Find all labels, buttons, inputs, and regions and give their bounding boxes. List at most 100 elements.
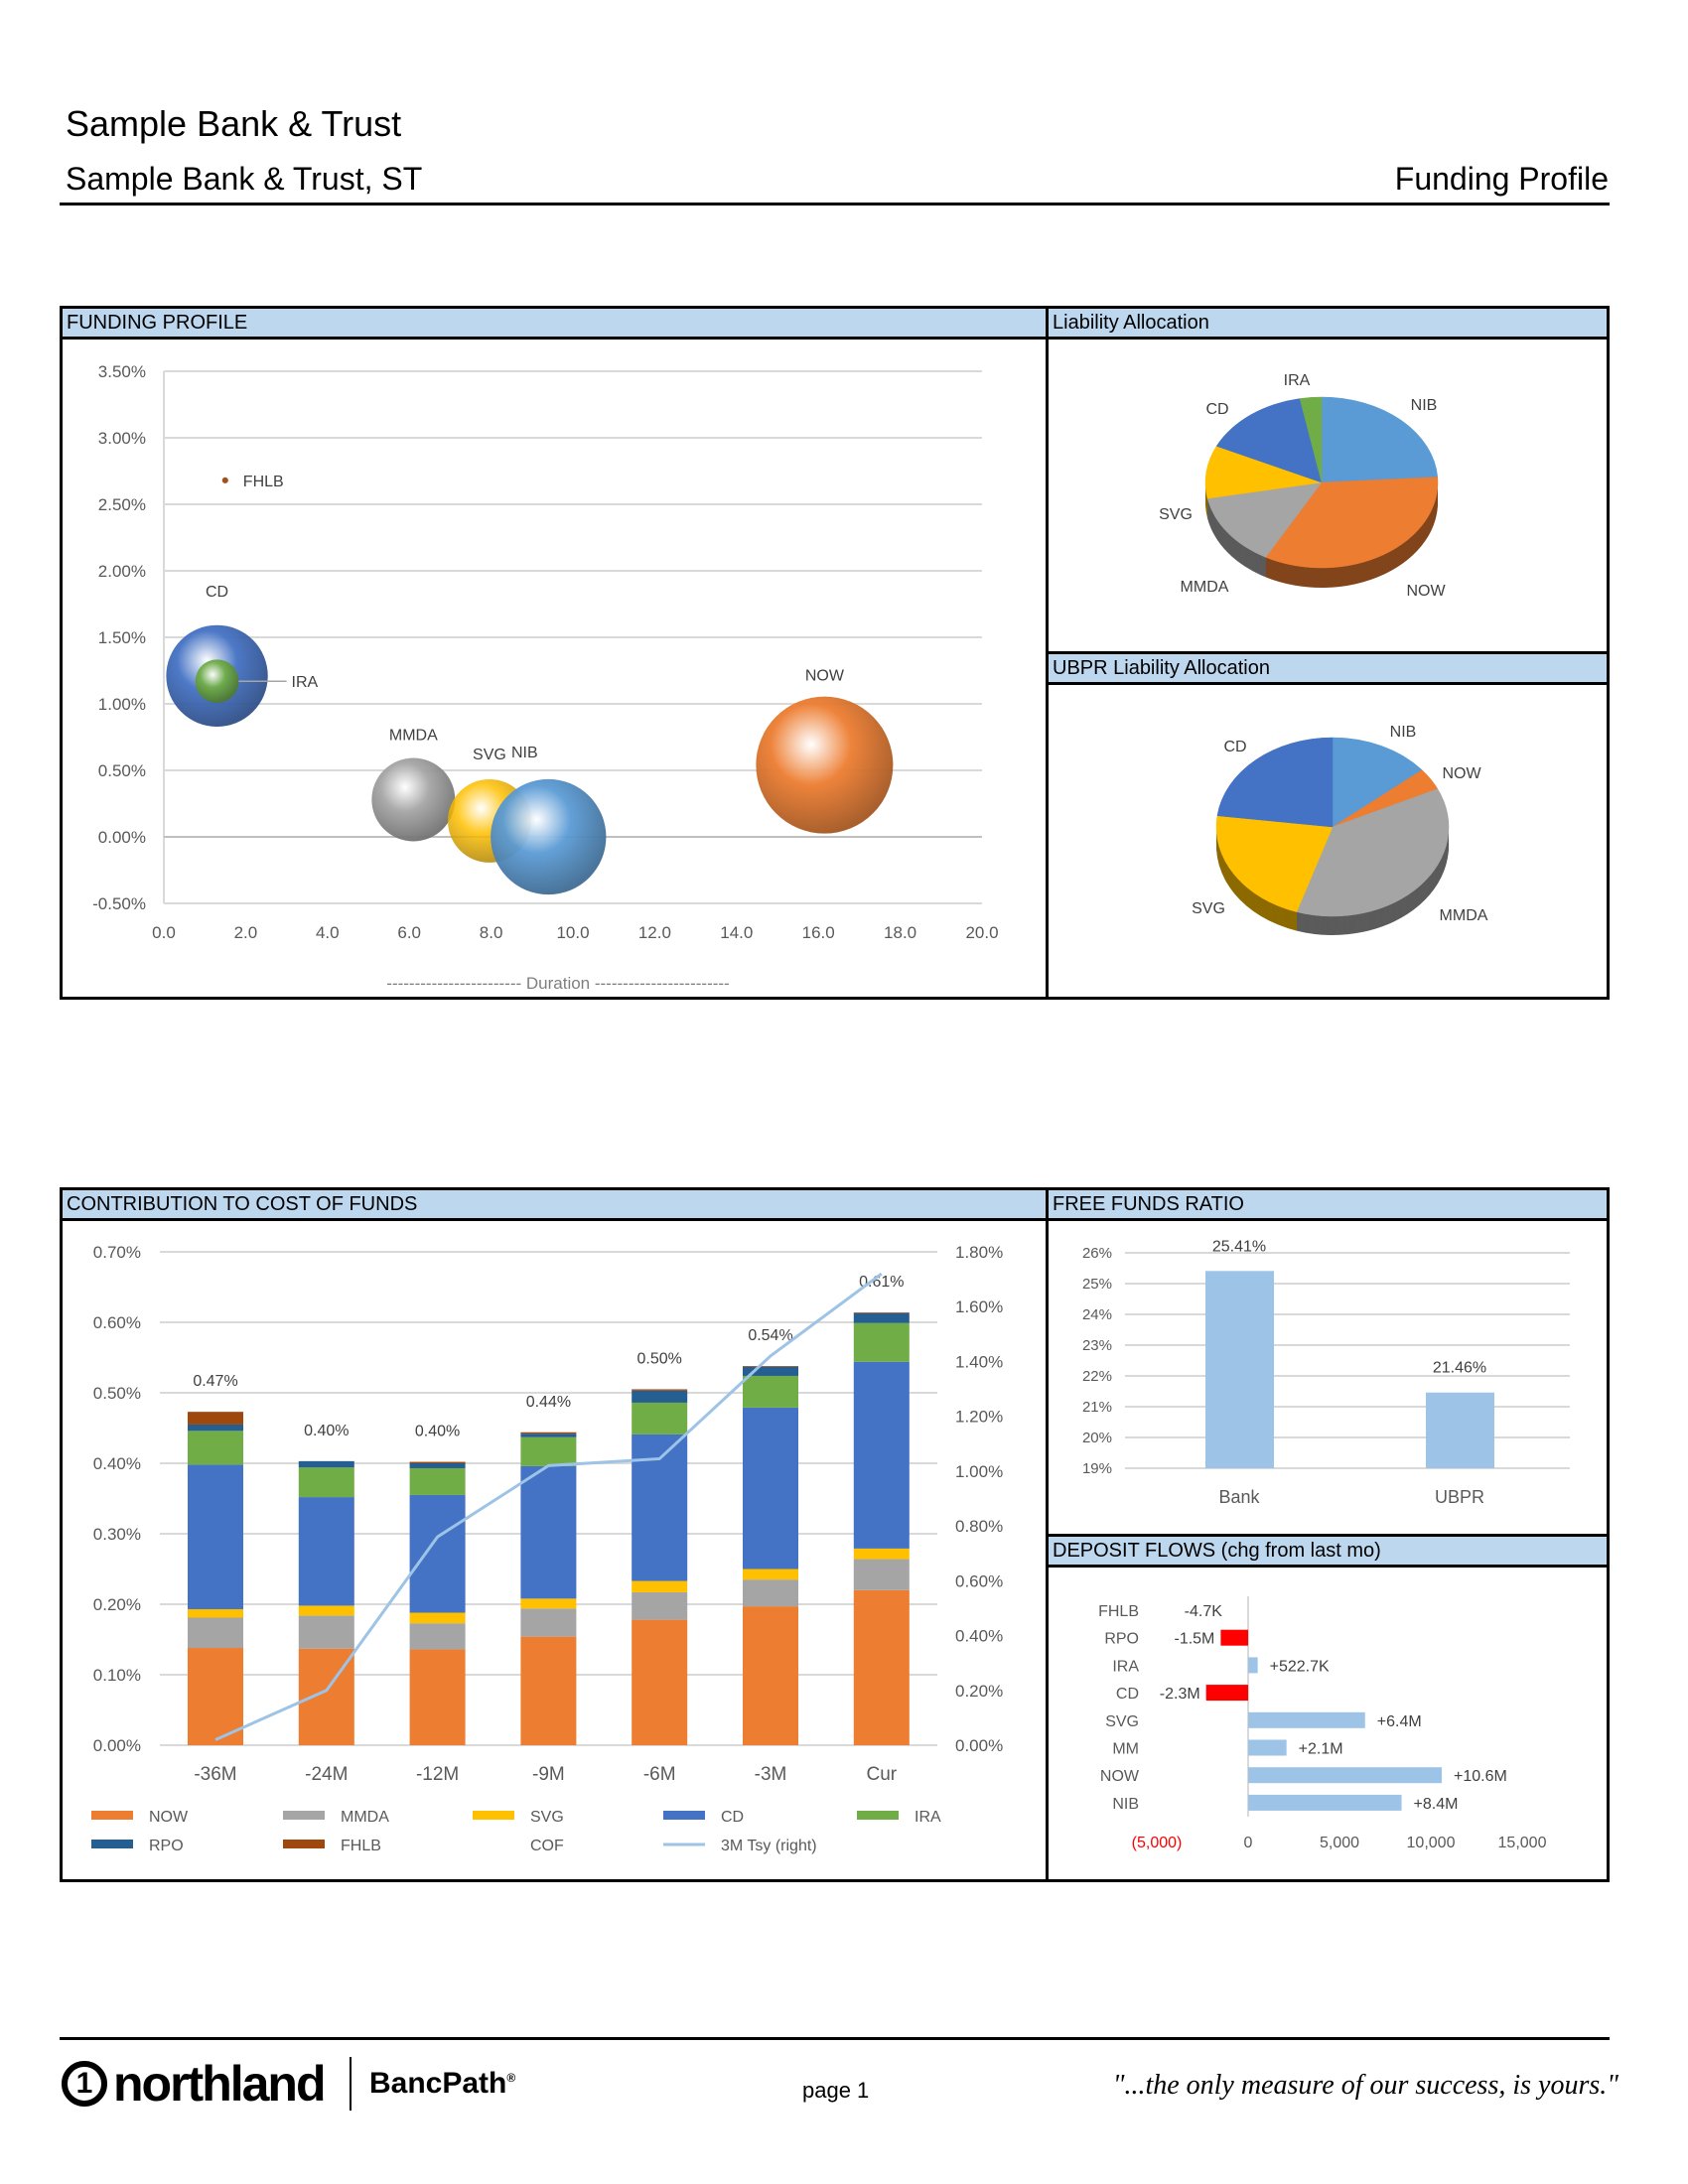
pie-label: SVG <box>1159 506 1193 523</box>
footer-rule <box>60 2037 1610 2040</box>
pie-label: CD <box>1223 739 1246 755</box>
bar-segment-mmda <box>632 1591 688 1620</box>
bar-segment-mmda <box>409 1623 466 1650</box>
bar-segment-fhlb <box>853 1312 910 1313</box>
pie-label: NOW <box>1442 765 1481 782</box>
y-tick-label: 22% <box>1082 1368 1112 1385</box>
bubble-fhlb <box>221 477 228 483</box>
y-tick-label: 19% <box>1082 1460 1112 1477</box>
x-tick-label: 18.0 <box>884 923 916 942</box>
funding-profile-chart: 3.50% 3.00% 2.50% 2.00% 1.50% 1.00% 0.50% 0.00%… <box>92 362 998 993</box>
bar-segment-svg <box>520 1598 577 1609</box>
flow-bar-rpo <box>1220 1629 1248 1646</box>
category-label: SVG <box>1105 1713 1139 1730</box>
pie-slice-cd <box>1215 398 1323 483</box>
bar-total-label: 0.47% <box>193 1373 237 1390</box>
free-funds-header: FREE FUNDS RATIO <box>1046 1187 1610 1221</box>
flow-value-label: -1.5M <box>1174 1631 1214 1648</box>
x-tick-label: 20.0 <box>965 923 998 942</box>
y2-tick-label: 0.40% <box>955 1627 1003 1646</box>
bar-value-label: 25.41% <box>1212 1238 1266 1255</box>
bar-segment-svg <box>188 1608 243 1618</box>
y-tick-label: 20% <box>1082 1430 1112 1446</box>
flow-bar-cd <box>1205 1685 1248 1702</box>
legend-label: NOW <box>149 1809 189 1826</box>
x-tick-label: 14.0 <box>720 923 753 942</box>
y-tick-label: 0.00% <box>93 1736 141 1755</box>
pie-slice-mmda <box>1296 788 1450 917</box>
category-label: IRA <box>1112 1658 1139 1675</box>
y-tick-label: -0.50% <box>92 894 146 913</box>
bar-segment-cd <box>520 1465 577 1599</box>
page-number: page 1 <box>802 2078 870 2103</box>
pie-label: SVG <box>1192 900 1225 917</box>
bar-segment-now <box>409 1649 466 1745</box>
bubble-mmda <box>371 757 456 842</box>
flow-value-label: -4.7K <box>1185 1603 1223 1620</box>
bar-segment-now <box>853 1589 910 1745</box>
flow-value-label: +6.4M <box>1377 1713 1422 1730</box>
x-tick-label: Bank <box>1218 1487 1260 1507</box>
legend-swatch-now <box>91 1811 133 1820</box>
bar-segment-ira <box>188 1431 243 1465</box>
legend-label: CD <box>721 1809 744 1826</box>
x-tick-label: 10.0 <box>556 923 589 942</box>
free-funds-chart: 26% 25% 24% 23% 22% 21% 20% 19% 25.41% Bank 21.46%… <box>1082 1238 1570 1507</box>
pie-label: MMDA <box>1181 579 1229 596</box>
pie-slice-cd <box>1216 737 1334 828</box>
bar-segment-mmda <box>853 1559 910 1590</box>
y-tick-label: 0.20% <box>93 1595 141 1614</box>
free-funds-bar-ubpr <box>1426 1392 1494 1468</box>
flow-bar-mm <box>1248 1739 1287 1756</box>
y2-tick-label: 0.60% <box>955 1571 1003 1590</box>
legend-label: RPO <box>149 1838 184 1854</box>
bar-value-label: 21.46% <box>1433 1360 1486 1377</box>
legend-swatch-ira <box>857 1811 899 1820</box>
northland-logo: 1 northland <box>62 2055 327 2113</box>
y2-tick-label: 0.20% <box>955 1682 1003 1701</box>
y-tick-label: 23% <box>1082 1337 1112 1354</box>
bar-segment-cd <box>298 1497 354 1606</box>
bubble-ira <box>195 659 239 704</box>
y2-tick-label: 1.40% <box>955 1352 1003 1371</box>
bar-segment-fhlb <box>743 1366 798 1367</box>
bar-segment-rpo <box>632 1390 688 1403</box>
pie-slice-ira <box>1299 396 1323 483</box>
y-tick-label: 3.50% <box>98 362 146 381</box>
deposit-flows-header: DEPOSIT FLOWS (chg from last mo) <box>1046 1534 1610 1568</box>
logo-text: northland <box>113 2056 327 2112</box>
category-label: NIB <box>1112 1796 1139 1813</box>
pie-label: NIB <box>1411 397 1438 414</box>
tsy-line <box>214 1272 883 1741</box>
legend-label: SVG <box>530 1809 564 1826</box>
liability-allocation-header: Liability Allocation <box>1046 306 1610 340</box>
pie-slice-svg <box>1215 815 1334 912</box>
flow-value-label: -2.3M <box>1160 1686 1200 1703</box>
legend-label: IRA <box>914 1809 941 1826</box>
bar-total-label: 0.54% <box>748 1327 792 1344</box>
category-label: RPO <box>1104 1631 1139 1648</box>
y2-tick-label: 1.60% <box>955 1297 1003 1316</box>
pie-slice-mmda <box>1206 481 1323 558</box>
x-tick-label: 15,000 <box>1498 1835 1547 1851</box>
bar-total-label: 0.50% <box>637 1350 682 1367</box>
bubble-label: NOW <box>805 668 845 685</box>
x-tick-label: -9M <box>532 1764 565 1785</box>
bubble-now <box>756 696 894 834</box>
cost-of-funds-header: CONTRIBUTION TO COST OF FUNDS <box>60 1187 1049 1221</box>
x-tick-label: 0 <box>1244 1835 1253 1851</box>
legend-swatch-mmda <box>283 1811 325 1820</box>
footer-motto: "...the only measure of our success, is … <box>1112 2070 1618 2101</box>
bar-segment-rpo <box>743 1366 798 1376</box>
bar-segment-svg <box>853 1548 910 1560</box>
legend-label: FHLB <box>341 1838 381 1854</box>
x-tick-label: 6.0 <box>397 923 421 942</box>
y-tick-label: 3.00% <box>98 429 146 448</box>
y-tick-label: 0.40% <box>93 1454 141 1473</box>
x-axis-title: ------------------------ Duration ------… <box>386 974 729 993</box>
ubpr-liability-allocation-pie: NIB NOW MMDA SVG CD <box>1192 724 1488 935</box>
legend-swatch-svg <box>473 1811 514 1820</box>
category-label: CD <box>1116 1686 1139 1703</box>
y-tick-label: 0.60% <box>93 1313 141 1332</box>
x-tick-label: -6M <box>643 1764 676 1785</box>
